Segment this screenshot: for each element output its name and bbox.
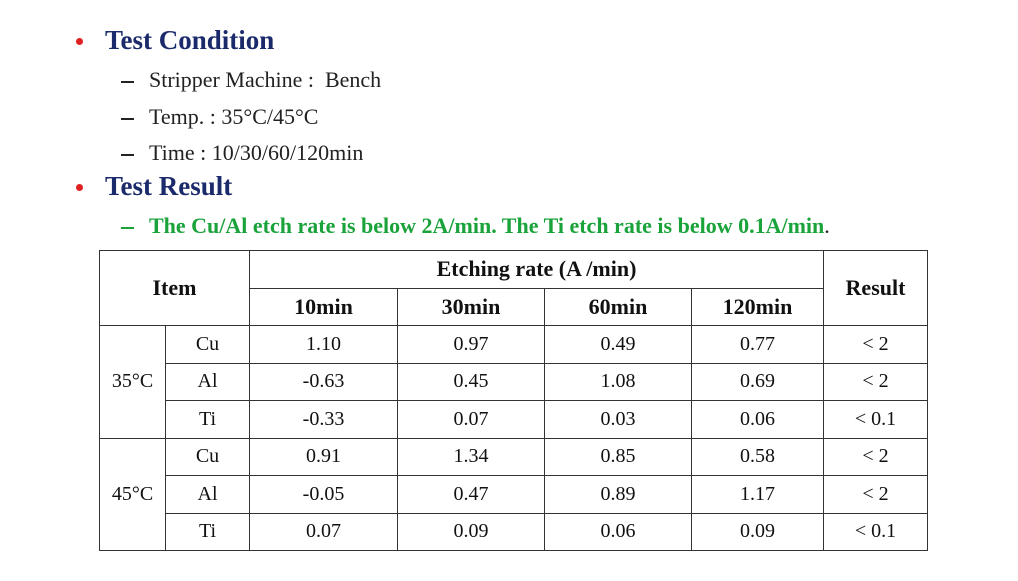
temperature: 45°C bbox=[99, 437, 166, 551]
table-row: Ti 0.07 0.09 0.06 0.09 < 0.1 bbox=[100, 512, 928, 551]
metal: Cu bbox=[165, 437, 250, 476]
rate-value: 0.47 bbox=[397, 475, 545, 514]
rate-value: 0.07 bbox=[249, 512, 398, 551]
result: < 2 bbox=[823, 325, 928, 364]
item: Stripper Machine : Bench bbox=[149, 67, 382, 92]
rate-value: 0.09 bbox=[397, 512, 545, 551]
rate-value: 0.58 bbox=[691, 437, 824, 476]
table-row: 35°C Cu 1.10 0.97 0.49 0.77 < 2 bbox=[99, 325, 928, 439]
header-column: 30min bbox=[397, 287, 545, 326]
rate-value: 0.09 bbox=[691, 512, 824, 551]
header-column: 120min bbox=[691, 287, 824, 326]
section-title: Test Result bbox=[105, 171, 233, 201]
rate-value: 0.49 bbox=[544, 325, 692, 364]
result: < 2 bbox=[823, 475, 928, 514]
result: < 0.1 bbox=[823, 512, 928, 551]
dash bbox=[121, 227, 134, 229]
dash bbox=[121, 81, 134, 83]
rate-value: 0.07 bbox=[397, 400, 545, 439]
note: The Cu/Al etch rate is below 2A/min. The… bbox=[149, 213, 825, 238]
table-row: Al -0.63 0.45 1.08 0.69 < 2 bbox=[100, 362, 928, 401]
rate-value: 0.69 bbox=[691, 362, 824, 401]
note-end: . bbox=[824, 213, 830, 238]
section-title: Test Condition bbox=[105, 25, 275, 55]
rate-value: 0.77 bbox=[691, 325, 824, 364]
dash bbox=[121, 118, 134, 120]
rate-value: 0.85 bbox=[544, 437, 692, 476]
rate-value: -0.05 bbox=[249, 475, 398, 514]
rate-value: 0.97 bbox=[397, 325, 545, 364]
rate-value: 1.08 bbox=[544, 362, 692, 401]
metal: Ti bbox=[165, 400, 250, 439]
result: < 2 bbox=[823, 437, 928, 476]
header-result: Result bbox=[823, 250, 928, 326]
header-column: 60min bbox=[544, 287, 692, 326]
rate-value: 0.06 bbox=[691, 400, 824, 439]
result: < 2 bbox=[823, 362, 928, 401]
rate-value: 0.03 bbox=[544, 400, 692, 439]
header-group: Etching rate (A /min) bbox=[249, 250, 824, 289]
item: Time : 10/30/60/120min bbox=[149, 140, 364, 165]
table-row: 45°C Cu 0.91 1.34 0.85 0.58 < 2 bbox=[99, 437, 928, 551]
bullet bbox=[76, 38, 83, 45]
rate-value: 0.89 bbox=[544, 475, 692, 514]
metal: Cu bbox=[165, 325, 250, 364]
item: Temp. : 35°C/45°C bbox=[149, 104, 319, 129]
table-row: Item Etching rate (A /min) Result bbox=[99, 250, 928, 326]
rate-value: -0.63 bbox=[249, 362, 398, 401]
bullet bbox=[76, 184, 83, 191]
metal: Ti bbox=[165, 512, 250, 551]
rate-value: 0.91 bbox=[249, 437, 398, 476]
rate-value: 1.17 bbox=[691, 475, 824, 514]
table: Item Etching rate (A /min) Result 10min 30mi… bbox=[99, 250, 928, 551]
rate-value: 0.45 bbox=[397, 362, 545, 401]
rate-value: 1.10 bbox=[249, 325, 398, 364]
temperature: 35°C bbox=[99, 325, 166, 439]
metal: Al bbox=[165, 475, 250, 514]
rate-value: 1.34 bbox=[397, 437, 545, 476]
note-line: The Cu/Al etch rate is below 2A/min. The… bbox=[149, 213, 830, 239]
rate-value: -0.33 bbox=[249, 400, 398, 439]
rate-value: 0.06 bbox=[544, 512, 692, 551]
table-row: Al -0.05 0.47 0.89 1.17 < 2 bbox=[100, 475, 928, 514]
header-item: Item bbox=[99, 250, 250, 326]
table-row: Ti -0.33 0.07 0.03 0.06 < 0.1 bbox=[100, 400, 928, 439]
dash bbox=[121, 154, 134, 156]
metal: Al bbox=[165, 362, 250, 401]
result: < 0.1 bbox=[823, 400, 928, 439]
header-column: 10min bbox=[249, 287, 398, 326]
